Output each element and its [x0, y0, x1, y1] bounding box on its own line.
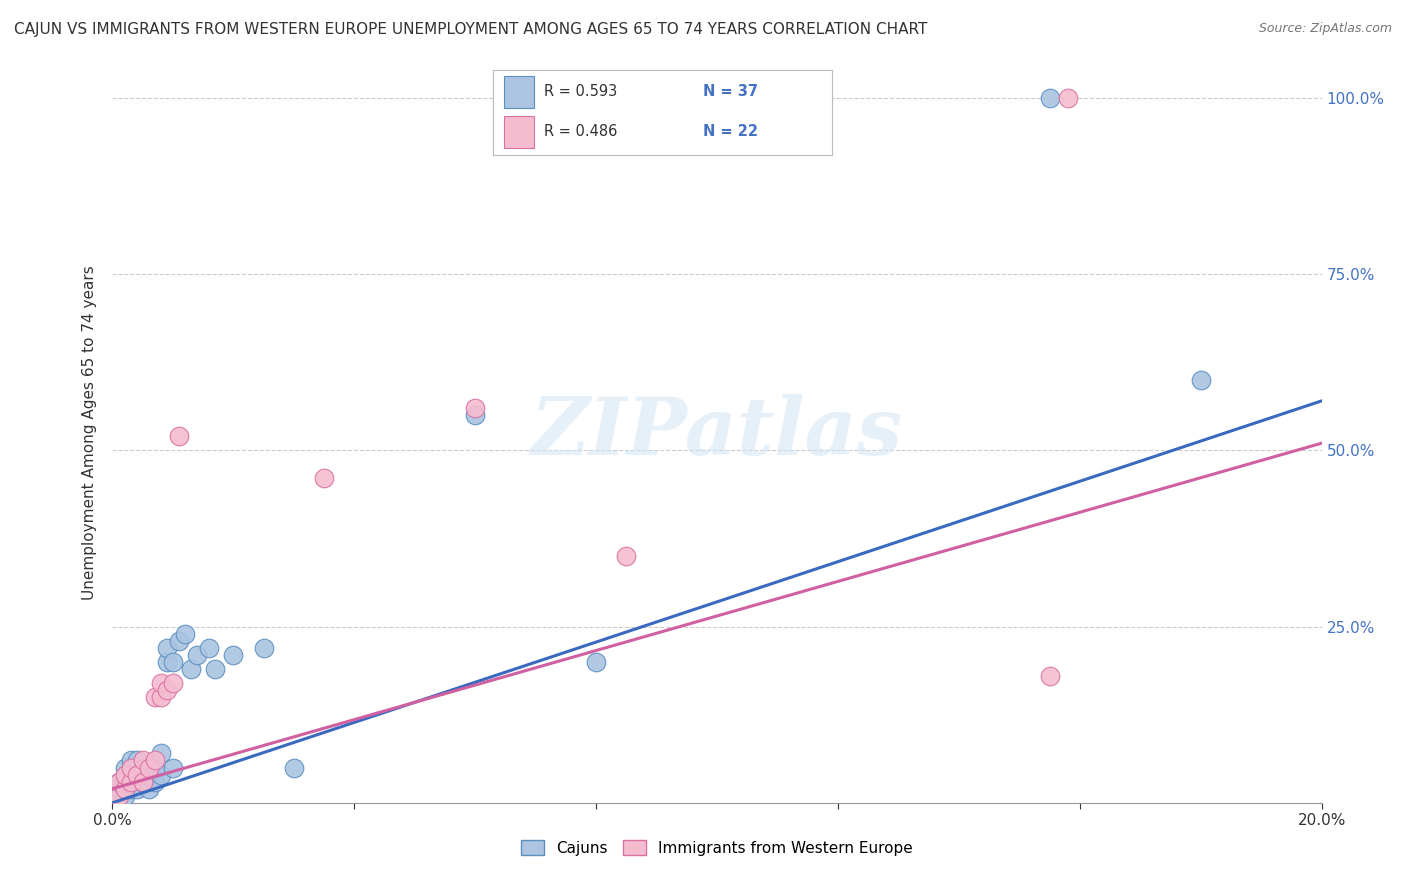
- Point: [143, 690, 166, 704]
- Point: [156, 640, 179, 655]
- Point: [107, 774, 129, 789]
- Point: [1056, 91, 1078, 105]
- Point: [162, 760, 184, 774]
- Point: [114, 774, 136, 789]
- Point: [125, 767, 148, 781]
- Point: [143, 754, 166, 768]
- Point: [138, 767, 160, 781]
- Point: [107, 789, 129, 803]
- Text: CAJUN VS IMMIGRANTS FROM WESTERN EUROPE UNEMPLOYMENT AMONG AGES 65 TO 74 YEARS C: CAJUN VS IMMIGRANTS FROM WESTERN EUROPE …: [14, 22, 928, 37]
- Legend: Cajuns, Immigrants from Western Europe: Cajuns, Immigrants from Western Europe: [515, 834, 920, 862]
- Point: [186, 648, 208, 662]
- Point: [132, 760, 155, 774]
- Point: [149, 767, 172, 781]
- Point: [156, 655, 179, 669]
- Point: [125, 781, 148, 796]
- Point: [464, 401, 486, 415]
- Point: [114, 760, 136, 774]
- Point: [120, 767, 142, 781]
- Point: [253, 640, 276, 655]
- Point: [107, 781, 129, 796]
- Point: [138, 760, 160, 774]
- Point: [204, 662, 226, 676]
- Point: [143, 774, 166, 789]
- Point: [125, 754, 148, 768]
- Point: [132, 774, 155, 789]
- Point: [107, 774, 129, 789]
- Point: [156, 683, 179, 698]
- Point: [120, 781, 142, 796]
- Point: [174, 626, 197, 640]
- Point: [120, 760, 142, 774]
- Point: [585, 655, 607, 669]
- Point: [114, 789, 136, 803]
- Point: [198, 640, 221, 655]
- Point: [180, 662, 202, 676]
- Point: [162, 676, 184, 690]
- Point: [120, 754, 142, 768]
- Point: [222, 648, 245, 662]
- Point: [143, 760, 166, 774]
- Point: [1038, 91, 1062, 105]
- Point: [114, 781, 136, 796]
- Point: [162, 655, 184, 669]
- Point: [1189, 373, 1212, 387]
- Point: [125, 767, 148, 781]
- Point: [314, 471, 336, 485]
- Point: [464, 408, 486, 422]
- Point: [107, 789, 129, 803]
- Point: [149, 690, 172, 704]
- Point: [132, 774, 155, 789]
- Point: [616, 549, 638, 563]
- Point: [167, 429, 190, 443]
- Point: [138, 781, 160, 796]
- Point: [132, 754, 155, 768]
- Text: ZIPatlas: ZIPatlas: [531, 394, 903, 471]
- Text: Source: ZipAtlas.com: Source: ZipAtlas.com: [1258, 22, 1392, 36]
- Point: [283, 760, 305, 774]
- Point: [149, 676, 172, 690]
- Point: [114, 767, 136, 781]
- Point: [149, 747, 172, 761]
- Point: [167, 633, 190, 648]
- Point: [120, 774, 142, 789]
- Point: [1038, 669, 1062, 683]
- Y-axis label: Unemployment Among Ages 65 to 74 years: Unemployment Among Ages 65 to 74 years: [82, 265, 97, 600]
